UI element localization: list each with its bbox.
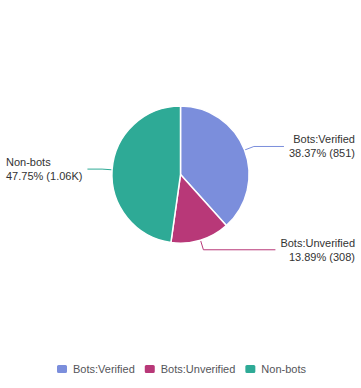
svg-text:38.37% (851): 38.37% (851) [289,147,355,159]
svg-text:Bots:Verified: Bots:Verified [73,363,135,375]
svg-text:47.75% (1.06K): 47.75% (1.06K) [6,170,82,182]
svg-text:Non-bots: Non-bots [6,156,51,168]
svg-text:13.89% (308): 13.89% (308) [289,251,355,263]
svg-text:Bots:Unverified: Bots:Unverified [161,363,236,375]
svg-text:Bots:Verified: Bots:Verified [293,133,355,145]
svg-text:Bots:Unverified: Bots:Unverified [280,237,355,249]
svg-text:Non-bots: Non-bots [261,363,306,375]
